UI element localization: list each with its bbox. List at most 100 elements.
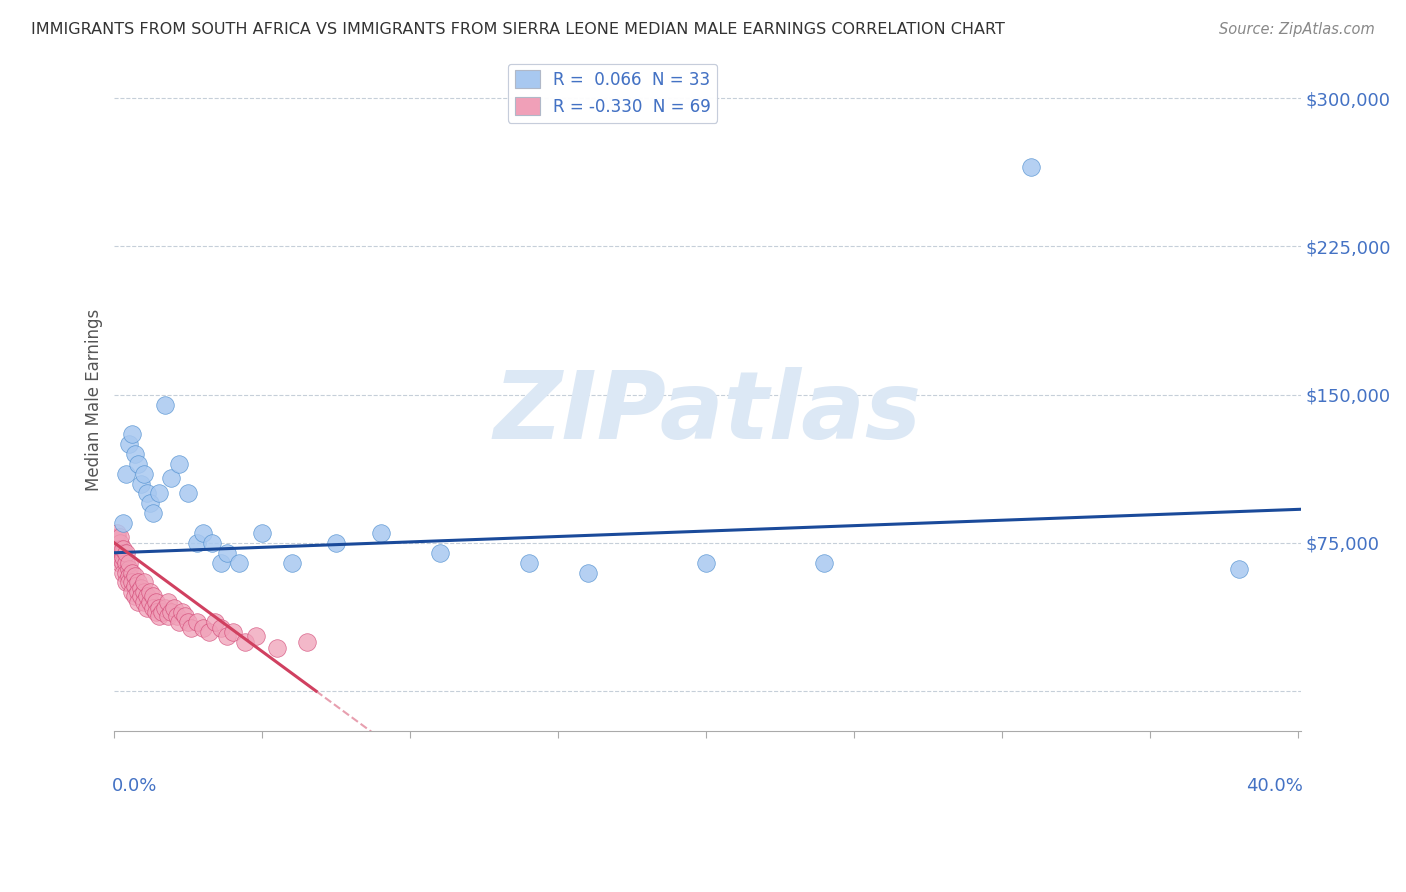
Text: Source: ZipAtlas.com: Source: ZipAtlas.com xyxy=(1219,22,1375,37)
Legend: R =  0.066  N = 33, R = -0.330  N = 69: R = 0.066 N = 33, R = -0.330 N = 69 xyxy=(508,63,717,122)
Point xyxy=(127,585,149,599)
Point xyxy=(252,526,274,541)
Point xyxy=(159,470,181,484)
Point xyxy=(127,457,149,471)
Point xyxy=(162,601,184,615)
Point xyxy=(118,437,141,451)
Point xyxy=(139,496,162,510)
Point xyxy=(145,595,167,609)
Point xyxy=(112,556,135,570)
Point xyxy=(186,536,208,550)
Point xyxy=(142,506,165,520)
Point xyxy=(169,457,191,471)
Point xyxy=(115,467,138,481)
Point xyxy=(215,629,238,643)
Point xyxy=(115,566,138,580)
Point xyxy=(695,556,717,570)
Point xyxy=(159,605,181,619)
Point xyxy=(118,575,141,590)
Point xyxy=(112,566,135,580)
Y-axis label: Median Male Earnings: Median Male Earnings xyxy=(86,309,103,491)
Point xyxy=(295,634,318,648)
Point xyxy=(132,585,155,599)
Point xyxy=(124,579,146,593)
Point xyxy=(112,516,135,530)
Point xyxy=(813,556,835,570)
Point xyxy=(517,556,540,570)
Point xyxy=(576,566,599,580)
Point xyxy=(112,541,135,556)
Point xyxy=(198,624,221,639)
Point xyxy=(132,575,155,590)
Point xyxy=(124,569,146,583)
Point xyxy=(142,601,165,615)
Point xyxy=(110,536,132,550)
Point xyxy=(174,609,197,624)
Point xyxy=(172,605,194,619)
Point xyxy=(139,585,162,599)
Point xyxy=(124,589,146,603)
Point xyxy=(150,605,173,619)
Point xyxy=(325,536,347,550)
Point xyxy=(166,609,188,624)
Text: IMMIGRANTS FROM SOUTH AFRICA VS IMMIGRANTS FROM SIERRA LEONE MEDIAN MALE EARNING: IMMIGRANTS FROM SOUTH AFRICA VS IMMIGRAN… xyxy=(31,22,1005,37)
Point xyxy=(118,561,141,575)
Point xyxy=(191,621,214,635)
Point xyxy=(370,526,392,541)
Point xyxy=(186,615,208,629)
Point xyxy=(110,541,132,556)
Point xyxy=(233,634,256,648)
Point xyxy=(127,575,149,590)
Point xyxy=(121,566,143,580)
Point xyxy=(129,476,152,491)
Point xyxy=(209,621,232,635)
Point xyxy=(222,624,245,639)
Point xyxy=(169,615,191,629)
Point xyxy=(228,556,250,570)
Point xyxy=(132,467,155,481)
Point xyxy=(110,556,132,570)
Point xyxy=(105,541,128,556)
Point xyxy=(1227,561,1250,575)
Point xyxy=(148,486,170,500)
Point xyxy=(209,556,232,570)
Point xyxy=(136,486,159,500)
Point xyxy=(118,556,141,570)
Point xyxy=(142,589,165,603)
Point xyxy=(115,556,138,570)
Text: 40.0%: 40.0% xyxy=(1246,777,1303,795)
Point xyxy=(153,601,176,615)
Point xyxy=(112,549,135,564)
Text: ZIPatlas: ZIPatlas xyxy=(494,367,921,458)
Point xyxy=(121,427,143,442)
Point xyxy=(118,569,141,583)
Point xyxy=(245,629,267,643)
Point xyxy=(177,615,200,629)
Point xyxy=(105,549,128,564)
Point xyxy=(136,601,159,615)
Point xyxy=(110,530,132,544)
Point xyxy=(191,526,214,541)
Point xyxy=(148,609,170,624)
Point xyxy=(153,397,176,411)
Point xyxy=(124,447,146,461)
Point xyxy=(429,546,451,560)
Point xyxy=(132,595,155,609)
Point xyxy=(129,582,152,596)
Point xyxy=(129,589,152,603)
Point xyxy=(177,486,200,500)
Point xyxy=(215,546,238,560)
Point xyxy=(112,546,135,560)
Point xyxy=(121,585,143,599)
Point xyxy=(139,595,162,609)
Point xyxy=(121,575,143,590)
Point xyxy=(105,526,128,541)
Point xyxy=(136,589,159,603)
Point xyxy=(105,530,128,544)
Point xyxy=(266,640,288,655)
Text: 0.0%: 0.0% xyxy=(112,777,157,795)
Point xyxy=(145,605,167,619)
Point xyxy=(201,536,224,550)
Point xyxy=(115,546,138,560)
Point xyxy=(204,615,226,629)
